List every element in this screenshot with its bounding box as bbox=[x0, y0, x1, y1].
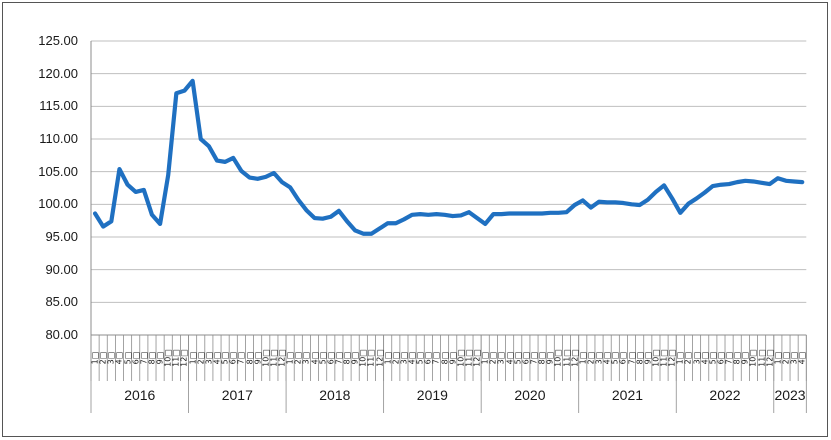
year-tick-label: 2019 bbox=[416, 387, 448, 403]
month-tick-label: 4□ bbox=[797, 351, 807, 365]
data-line bbox=[92, 78, 805, 236]
month-tick-label: 5□ bbox=[123, 351, 133, 365]
month-tick-label: 12□ bbox=[179, 349, 189, 367]
month-tick-label: 1□ bbox=[188, 351, 198, 365]
year-tick-label: 2023 bbox=[774, 387, 806, 403]
month-tick-label: 8□ bbox=[635, 351, 645, 365]
y-axis-tick-label: 105.00 bbox=[38, 163, 78, 179]
month-tick-label: 5□ bbox=[318, 351, 328, 365]
month-tick-label: 7□ bbox=[236, 351, 246, 365]
month-tick-label: 4□ bbox=[114, 351, 124, 365]
y-axis-tick-label: 85.00 bbox=[45, 294, 78, 310]
month-tick-label: 8□ bbox=[440, 351, 450, 365]
month-tick-label: 6□ bbox=[618, 351, 628, 365]
month-tick-label: 9□ bbox=[253, 351, 263, 365]
month-tick-label: 7□ bbox=[431, 351, 441, 365]
y-axis-tick-label: 120.00 bbox=[38, 65, 78, 81]
month-tick-label: 12□ bbox=[570, 349, 580, 367]
y-axis-tick-label: 110.00 bbox=[39, 131, 78, 146]
month-tick-label: 2□ bbox=[683, 351, 693, 365]
y-axis-tick-label: 95.00 bbox=[45, 229, 78, 244]
month-tick-label: 10□ bbox=[748, 349, 758, 367]
month-tick-label: 3□ bbox=[692, 351, 702, 365]
y-axis-tick-label: 125.00 bbox=[38, 33, 78, 48]
y-axis-tick-label: 90.00 bbox=[45, 261, 78, 277]
y-axis-tick-label: 115.00 bbox=[39, 98, 78, 114]
month-tick-label: 10□ bbox=[553, 349, 563, 367]
month-tick-label: 3□ bbox=[301, 351, 311, 365]
year-tick-label: 2016 bbox=[124, 387, 156, 403]
month-tick-label: 11□ bbox=[366, 349, 376, 367]
month-tick-label: 4□ bbox=[505, 351, 515, 365]
month-tick-label: 4□ bbox=[310, 351, 320, 365]
month-tick-label: 11□ bbox=[562, 349, 571, 367]
month-tick-label: 7□ bbox=[627, 351, 637, 365]
month-tick-label: 12□ bbox=[375, 349, 385, 367]
month-tick-label: 8□ bbox=[245, 351, 254, 365]
year-tick-label: 2022 bbox=[709, 387, 741, 403]
y-axis-tick-label: 100.00 bbox=[38, 196, 78, 212]
month-tick-label: 11□ bbox=[757, 349, 767, 367]
y-axis-tick-label: 80.00 bbox=[45, 327, 78, 342]
year-tick-label: 2021 bbox=[611, 387, 644, 403]
month-tick-label: 3□ bbox=[496, 351, 506, 365]
year-tick-label: 2020 bbox=[514, 387, 546, 403]
year-tick-label: 2018 bbox=[319, 387, 351, 403]
year-tick-label: 2017 bbox=[221, 387, 253, 403]
